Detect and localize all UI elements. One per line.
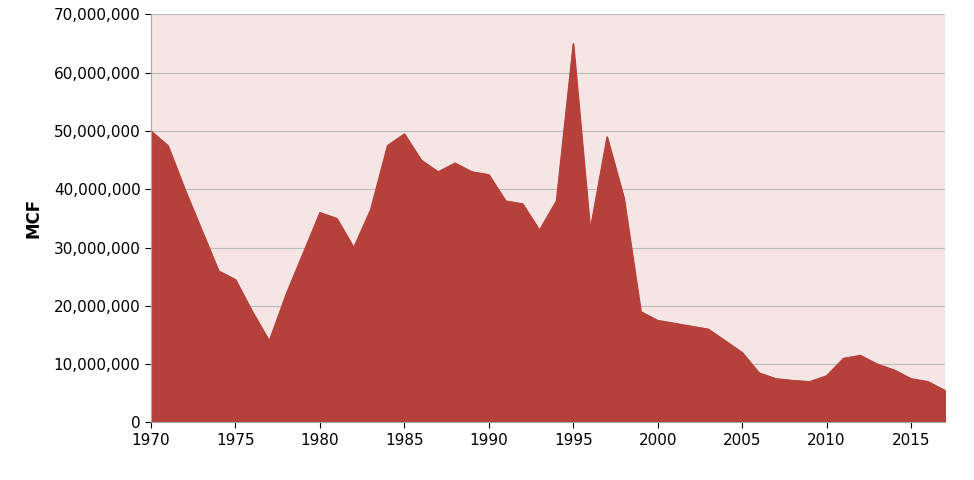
- Y-axis label: MCF: MCF: [24, 198, 43, 239]
